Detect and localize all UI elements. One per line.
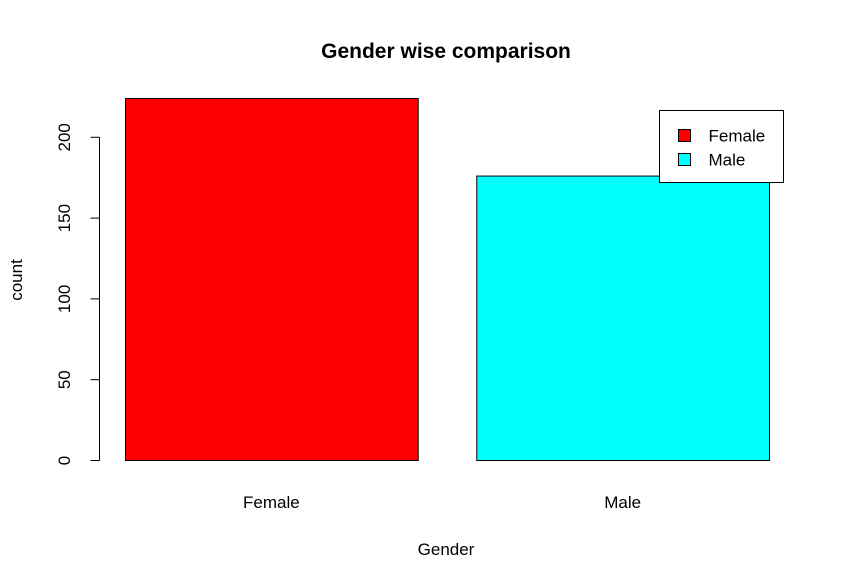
legend: Female Male <box>659 110 784 183</box>
y-tick-label: 150 <box>55 204 74 232</box>
y-axis: 0 50 100 150 200 <box>55 123 100 465</box>
legend-box <box>659 110 784 183</box>
y-tick-label: 200 <box>55 123 74 151</box>
x-tick-label: Male <box>604 493 641 512</box>
legend-swatch-female <box>678 129 691 142</box>
legend-label-male: Male <box>709 151 746 170</box>
legend-label-female: Female <box>709 127 766 146</box>
x-tick-labels: Female Male <box>243 493 641 512</box>
x-axis-label: Gender <box>418 540 475 559</box>
y-tick-label: 100 <box>55 285 74 313</box>
legend-swatch-male <box>678 153 691 166</box>
y-tick-label: 0 <box>55 456 74 465</box>
bar-male <box>476 175 770 461</box>
chart-title: Gender wise comparison <box>321 40 571 63</box>
y-axis-label: count <box>7 259 26 301</box>
x-tick-label: Female <box>243 493 300 512</box>
bar-female <box>125 98 419 461</box>
y-tick-label: 50 <box>55 370 74 389</box>
bars <box>125 98 770 461</box>
